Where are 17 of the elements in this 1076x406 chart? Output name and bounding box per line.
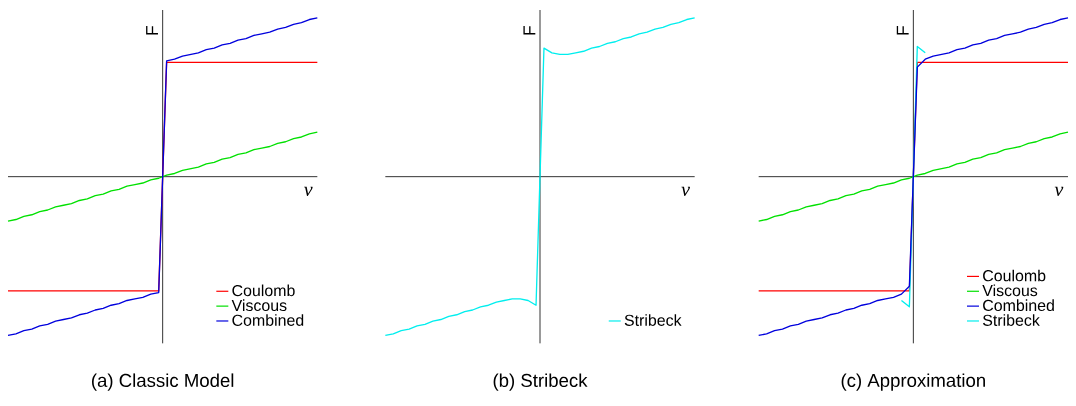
x-axis-title: v (681, 186, 690, 197)
legend-label: Combined (983, 299, 1054, 312)
text: (c) Approximation (841, 373, 985, 391)
text: (b) Stribeck (493, 373, 588, 391)
legend-label: Stribeck (624, 314, 682, 326)
legend-label: Coulomb (983, 269, 1046, 282)
legend-label: Coulomb (232, 284, 295, 297)
legend-label: Combined (232, 314, 304, 326)
y-axis-title: F (146, 26, 158, 35)
legend-label: Stribeck (982, 314, 1040, 326)
y-axis-title: F (896, 26, 909, 35)
y-axis-title: F (523, 26, 536, 35)
x-axis-title: v (304, 186, 313, 197)
x-axis-title: v (1054, 186, 1064, 197)
legend-label: Viscous (231, 299, 287, 312)
legend-label: Viscous (982, 284, 1038, 297)
text: (a) Classic Model (91, 373, 234, 391)
